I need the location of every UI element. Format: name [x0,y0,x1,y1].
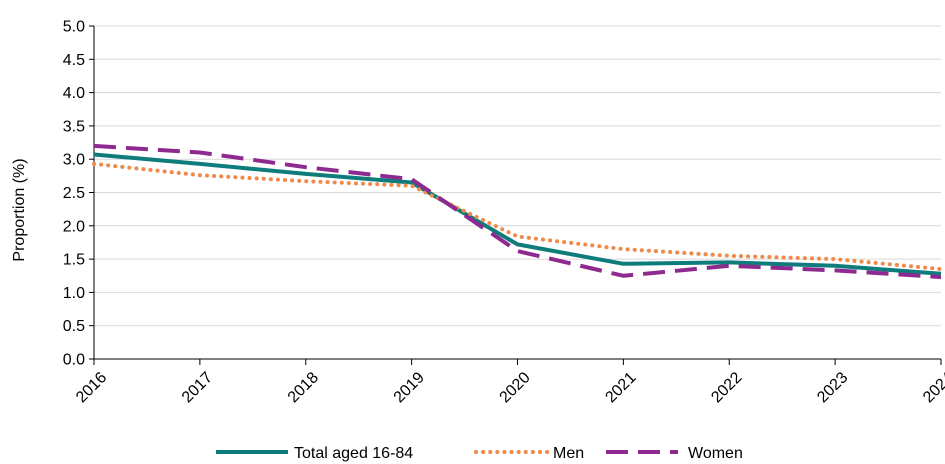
y-axis-label: Proportion (%) [11,158,28,261]
x-tick-label: 2024 [920,369,945,406]
legend-label-1: Men [553,445,584,462]
series-line-2 [93,143,942,280]
axes [89,25,942,365]
legend-label-2: Women [688,445,743,462]
y-tick-labels: 0.0 0.5 1.0 1.5 2.0 2.5 3.0 3.5 4.0 4.5 5.0 [63,19,85,369]
y-tick-label: 0.5 [63,318,85,335]
series-lines [92,143,943,280]
y-tick-label: 5.0 [63,19,85,36]
y-tick-label: 1.5 [63,252,85,269]
x-tick-label: 2020 [496,369,533,406]
x-tick-label: 2023 [814,369,851,406]
x-tick-label: 2022 [708,369,745,406]
legend: Total aged 16-84 Men Women [216,445,743,462]
x-tick-label: 2018 [285,369,322,406]
y-tick-label: 3.0 [63,152,85,169]
y-tick-label: 3.5 [63,118,85,135]
series-line-1 [92,161,943,272]
x-tick-label: 2021 [602,369,639,406]
x-tick-label: 2017 [179,369,216,406]
series-line-0 [93,152,942,276]
y-tick-label: 1.0 [63,285,85,302]
y-tick-label: 2.0 [63,218,85,235]
x-tick-label: 2016 [73,369,110,406]
legend-label-0: Total aged 16-84 [294,445,413,462]
y-tick-label: 2.5 [63,185,85,202]
y-tick-label: 4.0 [63,85,85,102]
x-tick-label: 2019 [391,369,428,406]
y-tick-label: 4.5 [63,52,85,69]
x-tick-labels: 2016 2017 2018 2019 2020 2021 2022 2023 2024 [73,369,945,406]
y-tick-label: 0.0 [63,352,85,369]
